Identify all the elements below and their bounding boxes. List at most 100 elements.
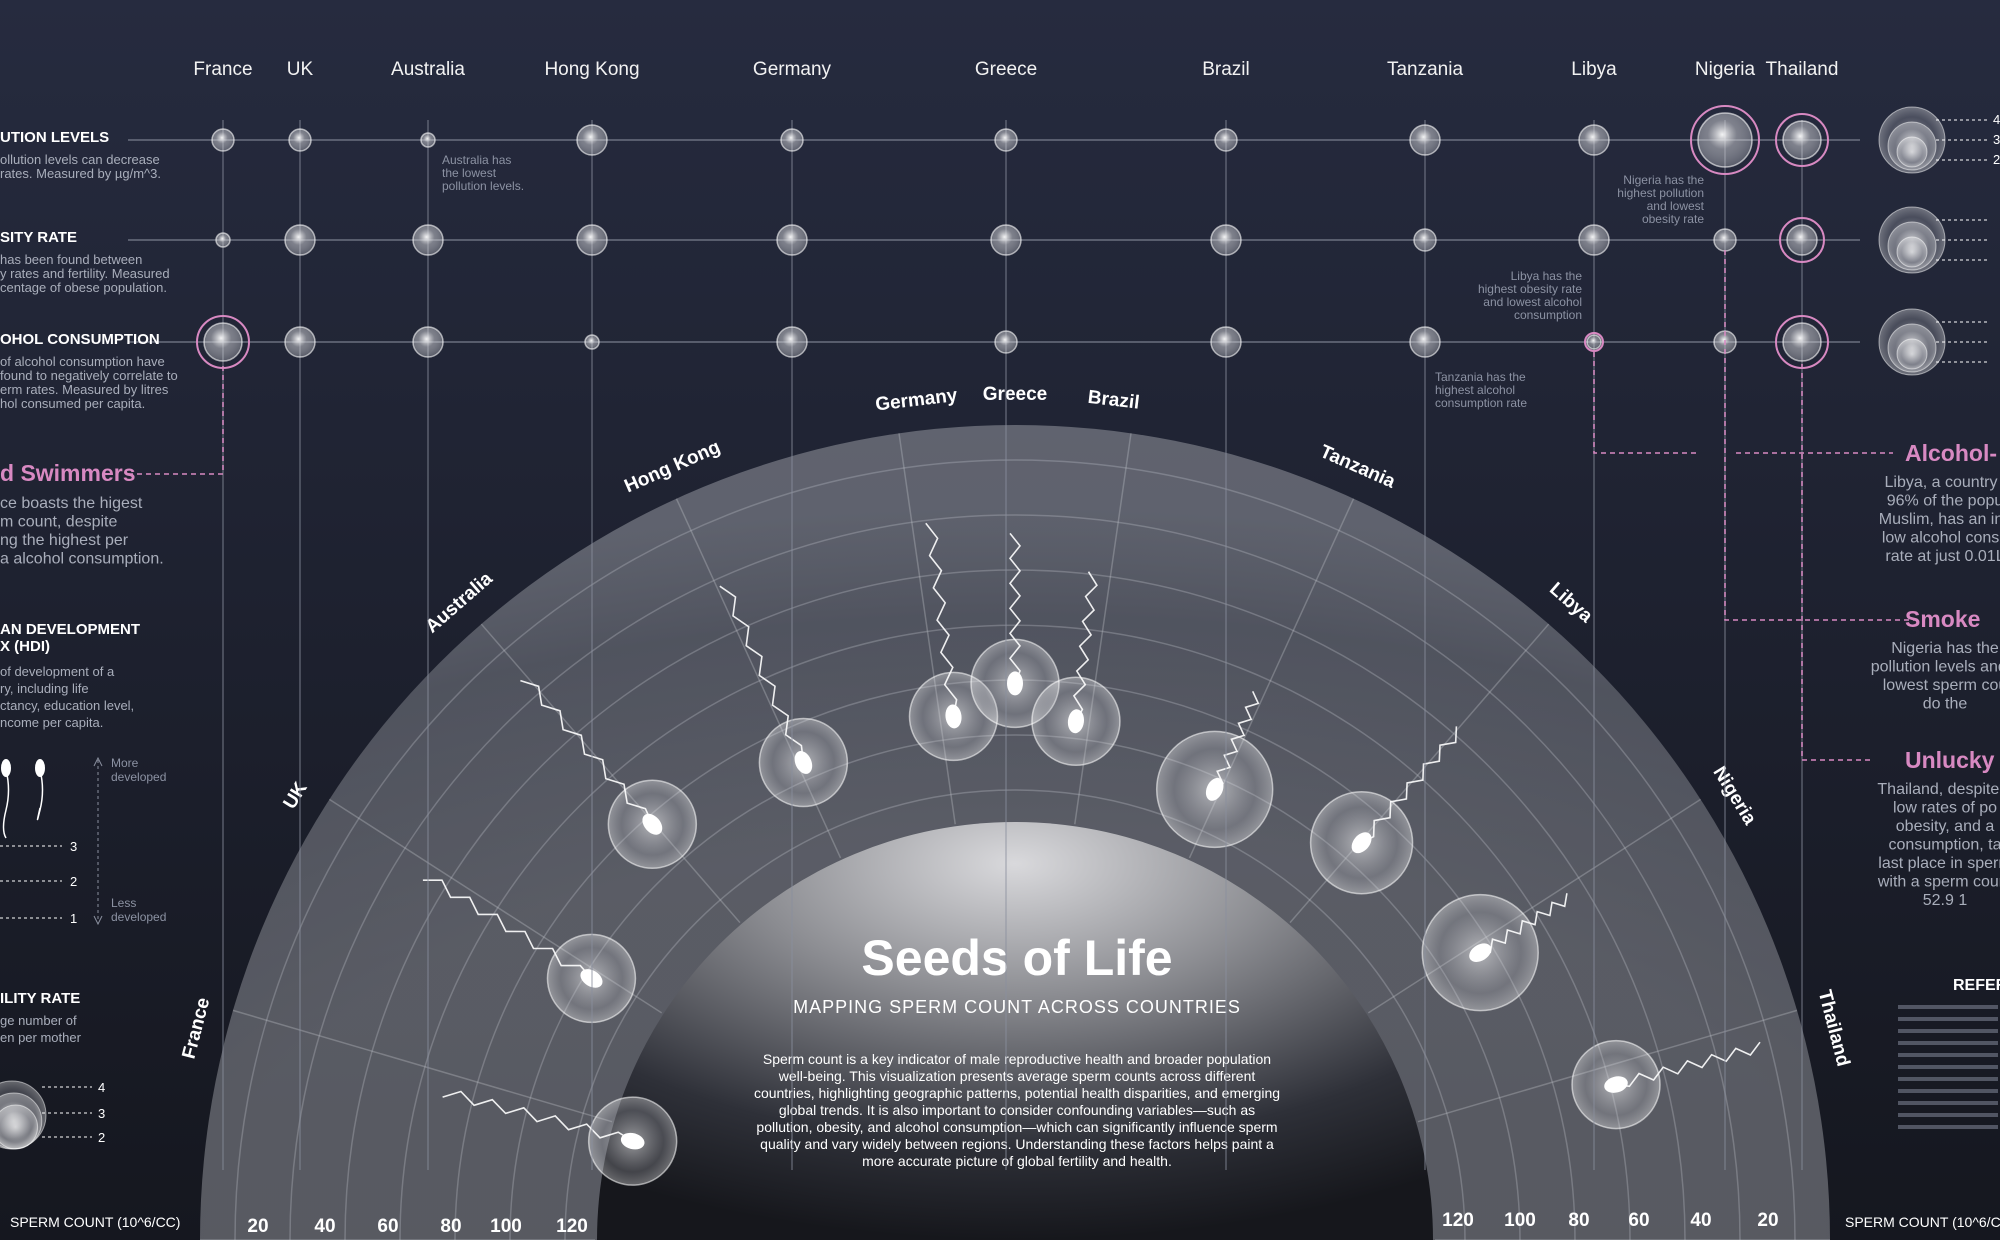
country-column-label: Greece: [975, 59, 1037, 80]
hdi-title-1: X (HDI): [0, 638, 50, 655]
factor-row-label: UTION LEVELS: [0, 129, 109, 146]
axis-tick-left: 60: [377, 1216, 398, 1237]
factor-bubble-pollution-6: [1214, 128, 1238, 152]
story-body-france-1: m count, despite: [0, 514, 118, 531]
story-body-right-3: low alcohol consu: [1882, 530, 2000, 547]
sperm-mark-tail: [1214, 690, 1260, 791]
story-body-right-1: low rates of po: [1893, 800, 1997, 817]
highlight-ring: [1775, 113, 1829, 167]
axis-title-left: SPERM COUNT (10^6/CC): [10, 1214, 180, 1230]
bubble: [1713, 228, 1737, 252]
reference-line-7: [1898, 1089, 1998, 1093]
axis-tick-left: 120: [556, 1216, 588, 1237]
reference-line-8: [1898, 1101, 1998, 1105]
story-body-right-6: 52.9 1: [1923, 892, 1968, 909]
bubble: [1409, 326, 1441, 358]
story-body-right-3: do the: [1923, 696, 1968, 713]
story-body-right-0: Nigeria has the: [1891, 640, 1999, 657]
story-body-france-2: ng the highest per: [0, 532, 129, 549]
fertility-level-label: 2: [98, 1130, 105, 1145]
factor-bubble-alcohol-5: [994, 330, 1018, 354]
factor-row-desc-2: erm rates. Measured by litres: [0, 382, 169, 397]
leader-france: [128, 366, 224, 475]
story-body-right-5: with a sperm count: [1877, 874, 2000, 891]
intro-line-4: pollution, obesity, and alcohol consumpt…: [756, 1119, 1277, 1135]
intro-paragraph: Sperm count is a key indicator of male r…: [754, 1051, 1280, 1169]
references: REFER: [1898, 977, 2000, 1129]
country-column-label: France: [193, 59, 252, 80]
hdi-desc-2: ctancy, education level,: [0, 698, 134, 713]
bubble: [284, 224, 316, 256]
reference-line-4: [1898, 1053, 1998, 1057]
reference-line-6: [1898, 1077, 1998, 1081]
factor-bubble-pollution-1: [288, 128, 312, 152]
sperm-mark-head: [794, 751, 813, 774]
hdi-sperm-head-0: [1, 759, 11, 777]
axis-tick-right: 80: [1568, 1210, 1589, 1231]
story-body-right-4: last place in sperm: [1878, 855, 2000, 872]
references-title: REFER: [1953, 977, 2000, 994]
bubble: [1210, 326, 1242, 358]
reference-line-0: [1898, 1005, 1998, 1009]
factor-row-desc-3: hol consumed per capita.: [0, 396, 145, 411]
bubble: [215, 232, 231, 248]
leader-libya: [1593, 352, 1893, 454]
hdi-desc-0: of development of a: [0, 664, 115, 679]
country-column-label: Thailand: [1766, 59, 1839, 80]
axis-tick-left: 40: [314, 1216, 335, 1237]
note-tanzania-1: highest alcohol: [1435, 383, 1515, 397]
country-column-label: Brazil: [1202, 59, 1250, 80]
story-body-right-0: Libya, a country i: [1885, 474, 2000, 491]
sperm-mark-head: [1067, 709, 1085, 734]
bubble: [1586, 334, 1602, 350]
bubble: [412, 326, 444, 358]
story-body-right-4: rate at just 0.01L: [1885, 548, 2000, 565]
sperm-mark-tail: [925, 522, 958, 717]
factor-row-headers: UTION LEVELS ollution levels can decrease…: [0, 129, 178, 411]
country-column-label: Libya: [1571, 59, 1617, 80]
note-australia-1: the lowest: [442, 166, 497, 180]
sperm-mark-nigeria: [1421, 893, 1568, 1012]
story-body-right-1: 96% of the popu: [1887, 493, 2000, 510]
hdi-desc-1: ry, including life: [0, 681, 89, 696]
radial-data-marks: [422, 522, 1761, 1186]
bubble: [203, 322, 243, 362]
factor-bubble-alcohol-7: [1409, 326, 1441, 358]
radial-country-label: Greece: [983, 384, 1047, 405]
bubble: [1578, 124, 1610, 156]
bubble: [994, 128, 1018, 152]
factor-row-desc-1: rates. Measured by µg/m^3.: [0, 166, 161, 181]
factor-bubble-obesity-7: [1413, 228, 1437, 252]
factor-bubble-alcohol-6: [1210, 326, 1242, 358]
axis-tick-right: 100: [1504, 1210, 1536, 1231]
bubble: [420, 132, 436, 148]
sperm-mark-head: [1351, 832, 1372, 854]
bubble: [284, 326, 316, 358]
sperm-mark-tail: [1361, 726, 1458, 844]
bubble: [576, 124, 608, 156]
bubble: [1782, 322, 1822, 362]
factor-row-label: SITY RATE: [0, 229, 77, 246]
bubble: [994, 330, 1018, 354]
story-body-right-2: lowest sperm cou: [1883, 677, 2000, 694]
sperm-mark-tail: [520, 679, 654, 825]
sperm-mark-head: [642, 813, 663, 835]
page-title: Seeds of Life: [861, 930, 1172, 986]
bubble: [211, 128, 235, 152]
radial-gridline-6: [234, 459, 1796, 1240]
radial-gridline-3: [399, 624, 1631, 1240]
factor-bubble-obesity-6: [1210, 224, 1242, 256]
note-libya-3: consumption: [1514, 308, 1582, 322]
factor-bubble-alcohol-2: [412, 326, 444, 358]
size-legend-circle-2-2: [1896, 338, 1928, 370]
intro-line-1: well-being. This visualization presents …: [778, 1068, 1256, 1084]
sperm-mark-tail: [719, 585, 805, 763]
factor-bubble-obesity-8: [1578, 224, 1610, 256]
hdi-level-label: 3: [70, 839, 77, 854]
radial-gridline-0: [564, 789, 1466, 1240]
hdi-title-0: AN DEVELOPMENT: [0, 621, 140, 638]
radial-sector-divider-9: [1367, 798, 1702, 1014]
fertility-desc-0: ge number of: [0, 1013, 77, 1028]
